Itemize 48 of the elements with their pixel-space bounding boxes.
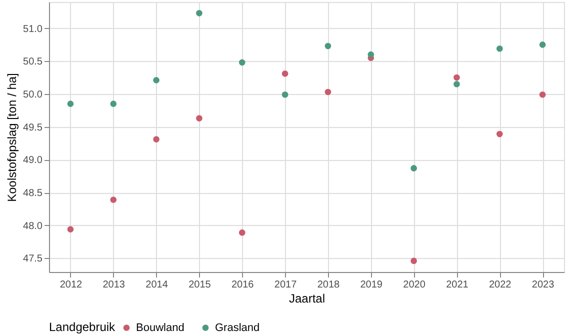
y-axis-title: Koolstofopslag [ton / ha] xyxy=(5,73,20,202)
point xyxy=(238,229,246,236)
y-tick-label: 49.5 xyxy=(23,122,43,134)
y-tick-label: 51.0 xyxy=(23,24,43,35)
y-tick-label: 47.5 xyxy=(23,254,43,265)
x-tick-label: 2017 xyxy=(274,280,298,290)
x-tick-label: 2018 xyxy=(317,280,340,290)
point xyxy=(196,10,202,16)
point xyxy=(496,130,503,138)
x-tick-label: 2023 xyxy=(532,280,555,290)
legend-label: Bouwland xyxy=(136,322,184,334)
x-tick-label: 2013 xyxy=(102,280,126,290)
point xyxy=(282,70,288,77)
point xyxy=(153,136,160,142)
y-tick-label: 50.0 xyxy=(23,89,43,100)
y-tick-label: 49.0 xyxy=(23,155,43,166)
x-tick-label: 2020 xyxy=(403,280,426,290)
x-axis-title: Jaartal xyxy=(288,292,326,306)
point xyxy=(67,226,74,232)
point xyxy=(410,165,417,172)
point xyxy=(324,88,332,96)
point xyxy=(454,74,460,81)
x-tick-label: 2022 xyxy=(489,280,512,290)
x-tick-label: 2014 xyxy=(146,280,168,290)
point xyxy=(454,80,460,88)
x-tick-label: 2015 xyxy=(188,280,212,290)
x-tick-label: 2012 xyxy=(60,280,83,290)
point xyxy=(368,51,374,58)
point xyxy=(410,258,417,264)
x-tick-label: 2019 xyxy=(360,280,383,290)
point xyxy=(67,100,74,107)
point xyxy=(238,59,246,66)
x-tick-label: 2016 xyxy=(232,280,254,290)
point xyxy=(324,42,332,50)
x-tick-label: 2021 xyxy=(446,280,469,290)
point xyxy=(539,91,546,98)
y-tick-label: 48.5 xyxy=(23,188,43,200)
point xyxy=(153,77,160,84)
y-tick-label: 48.0 xyxy=(23,220,43,232)
legend-title: Landgebruik xyxy=(49,320,116,334)
legend-label: Grasland xyxy=(215,322,260,334)
y-tick-label: 50.5 xyxy=(23,56,43,68)
point xyxy=(110,100,117,107)
point xyxy=(282,91,288,98)
point xyxy=(110,196,117,203)
point xyxy=(196,115,202,122)
point xyxy=(496,45,503,52)
point xyxy=(539,42,546,48)
